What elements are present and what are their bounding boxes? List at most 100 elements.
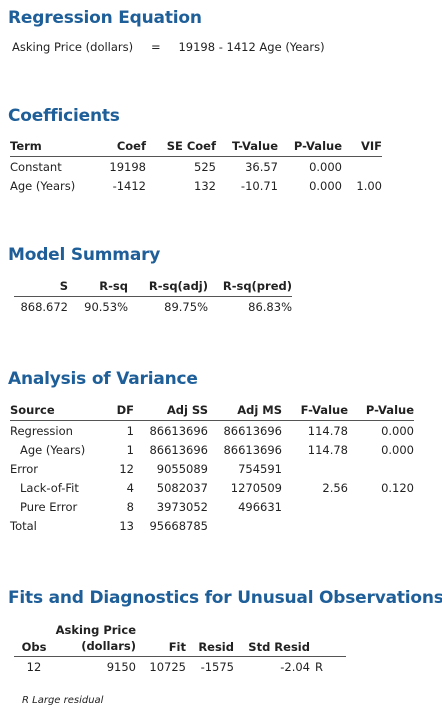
cell-df: 12 <box>119 461 134 476</box>
equation-response: Asking Price (dollars) <box>12 40 134 54</box>
cell-p-value: 0.000 <box>381 423 414 438</box>
cell-f-value: 2.56 <box>322 480 348 495</box>
table-row: 12 9150 10725 -1575 -2.04 R <box>14 657 346 677</box>
cell-p-value <box>348 459 414 478</box>
table-row: Pure Error 8 3973052 496631 <box>10 497 414 516</box>
cell-adj-ss: 9055089 <box>156 461 208 476</box>
cell-adj-ms: 496631 <box>238 499 282 514</box>
cell-df: 8 <box>126 499 134 514</box>
cell-f-value <box>282 516 348 535</box>
unusual-observations-table: Obs Asking Price (dollars) Fit Resid Std… <box>14 622 346 676</box>
cell-adj-ms: 86613696 <box>223 442 282 457</box>
cell-f-value <box>282 459 348 478</box>
col-header-asking-price: Asking Price (dollars) <box>54 622 136 657</box>
col-header-p-value: P-Value <box>348 402 414 421</box>
model-summary-table: S R-sq R-sq(adj) R-sq(pred) 868.672 90.5… <box>14 278 292 316</box>
cell-term: Age (Years) <box>10 178 76 193</box>
table-row: 868.672 90.53% 89.75% 86.83% <box>14 297 292 317</box>
col-header-df: DF <box>98 402 134 421</box>
cell-adj-ss: 3973052 <box>156 499 208 514</box>
cell-adj-ss: 86613696 <box>149 442 208 457</box>
cell-obs: 12 <box>26 659 42 674</box>
table-row: Regression 1 86613696 86613696 114.78 0.… <box>10 421 414 441</box>
cell-p-value <box>348 516 414 535</box>
cell-flag: R <box>315 659 323 674</box>
cell-f-value <box>282 497 348 516</box>
col-header-vif: VIF <box>342 138 382 157</box>
cell-se-coef: 132 <box>194 178 216 193</box>
cell-p-value: 0.000 <box>381 442 414 457</box>
col-header-s: S <box>14 278 68 297</box>
cell-p-value: 0.000 <box>309 178 342 193</box>
col-header-r-sq-pred: R-sq(pred) <box>208 278 292 297</box>
table-row: Age (Years) 1 86613696 86613696 114.78 0… <box>10 440 414 459</box>
cell-adj-ss: 5082037 <box>156 480 208 495</box>
cell-t-value: -10.71 <box>240 178 278 193</box>
cell-coef: 19198 <box>109 159 146 174</box>
cell-p-value <box>348 497 414 516</box>
cell-p-value: 0.000 <box>309 159 342 174</box>
col-header-p-value: P-Value <box>278 138 342 157</box>
anova-table: Source DF Adj SS Adj MS F-Value P-Value … <box>10 402 414 535</box>
cell-t-value: 36.57 <box>245 159 278 174</box>
anova-header-row: Source DF Adj SS Adj MS F-Value P-Value <box>10 402 414 421</box>
coefficients-header-row: Term Coef SE Coef T-Value P-Value VIF <box>10 138 382 157</box>
cell-source: Lack-of-Fit <box>20 480 79 495</box>
cell-df: 13 <box>119 518 134 533</box>
coefficients-table: Term Coef SE Coef T-Value P-Value VIF Co… <box>10 138 382 195</box>
table-row: Error 12 9055089 754591 <box>10 459 414 478</box>
cell-r-sq-adj: 89.75% <box>164 299 208 314</box>
cell-resid: -1575 <box>200 659 234 674</box>
coefficients-title: Coefficients <box>8 106 120 126</box>
col-header-flag <box>310 622 346 657</box>
cell-df: 1 <box>126 423 134 438</box>
large-residual-footnote: R Large residual <box>22 695 104 706</box>
table-row: Lack-of-Fit 4 5082037 1270509 2.56 0.120 <box>10 478 414 497</box>
cell-f-value: 114.78 <box>307 442 348 457</box>
cell-source: Error <box>10 461 39 476</box>
col-header-source: Source <box>10 402 98 421</box>
col-header-adj-ms: Adj MS <box>208 402 282 421</box>
cell-source: Regression <box>10 423 73 438</box>
asking-price-header-line2: (dollars) <box>81 639 136 653</box>
cell-asking-price: 9150 <box>106 659 136 674</box>
table-row: Total 13 95668785 <box>10 516 414 535</box>
cell-se-coef: 525 <box>194 159 216 174</box>
regression-equation: Asking Price (dollars) = 19198 - 1412 Ag… <box>12 40 325 54</box>
cell-source: Pure Error <box>20 499 78 514</box>
unusual-observations-header-row: Obs Asking Price (dollars) Fit Resid Std… <box>14 622 346 657</box>
anova-title: Analysis of Variance <box>8 369 198 389</box>
col-header-coef: Coef <box>94 138 146 157</box>
cell-r-sq: 90.53% <box>84 299 128 314</box>
cell-adj-ms: 86613696 <box>223 423 282 438</box>
cell-adj-ss: 86613696 <box>149 423 208 438</box>
equation-equals: = <box>150 40 161 54</box>
regression-equation-title: Regression Equation <box>8 8 202 28</box>
col-header-obs: Obs <box>14 622 54 657</box>
col-header-resid: Resid <box>186 622 234 657</box>
cell-adj-ms: 754591 <box>238 461 282 476</box>
table-row: Age (Years) -1412 132 -10.71 0.000 1.00 <box>10 176 382 195</box>
equation-expression: 19198 - 1412 Age (Years) <box>178 40 325 54</box>
cell-source: Total <box>10 518 37 533</box>
col-header-f-value: F-Value <box>282 402 348 421</box>
cell-f-value: 114.78 <box>307 423 348 438</box>
cell-df: 4 <box>126 480 134 495</box>
cell-r-sq-pred: 86.83% <box>248 299 292 314</box>
col-header-r-sq-adj: R-sq(adj) <box>128 278 208 297</box>
asking-price-header-line1: Asking Price <box>55 623 136 637</box>
col-header-t-value: T-Value <box>216 138 278 157</box>
cell-df: 1 <box>126 442 134 457</box>
cell-coef: -1412 <box>112 178 146 193</box>
cell-adj-ss: 95668785 <box>149 518 208 533</box>
col-header-r-sq: R-sq <box>68 278 128 297</box>
col-header-adj-ss: Adj SS <box>134 402 208 421</box>
model-summary-title: Model Summary <box>8 245 161 265</box>
col-header-std-resid: Std Resid <box>234 622 310 657</box>
cell-s: 868.672 <box>20 299 68 314</box>
col-header-se-coef: SE Coef <box>146 138 216 157</box>
cell-vif: 1.00 <box>356 178 382 193</box>
cell-std-resid: -2.04 <box>280 659 310 674</box>
cell-adj-ms <box>208 516 282 535</box>
table-row: Constant 19198 525 36.57 0.000 <box>10 157 382 177</box>
